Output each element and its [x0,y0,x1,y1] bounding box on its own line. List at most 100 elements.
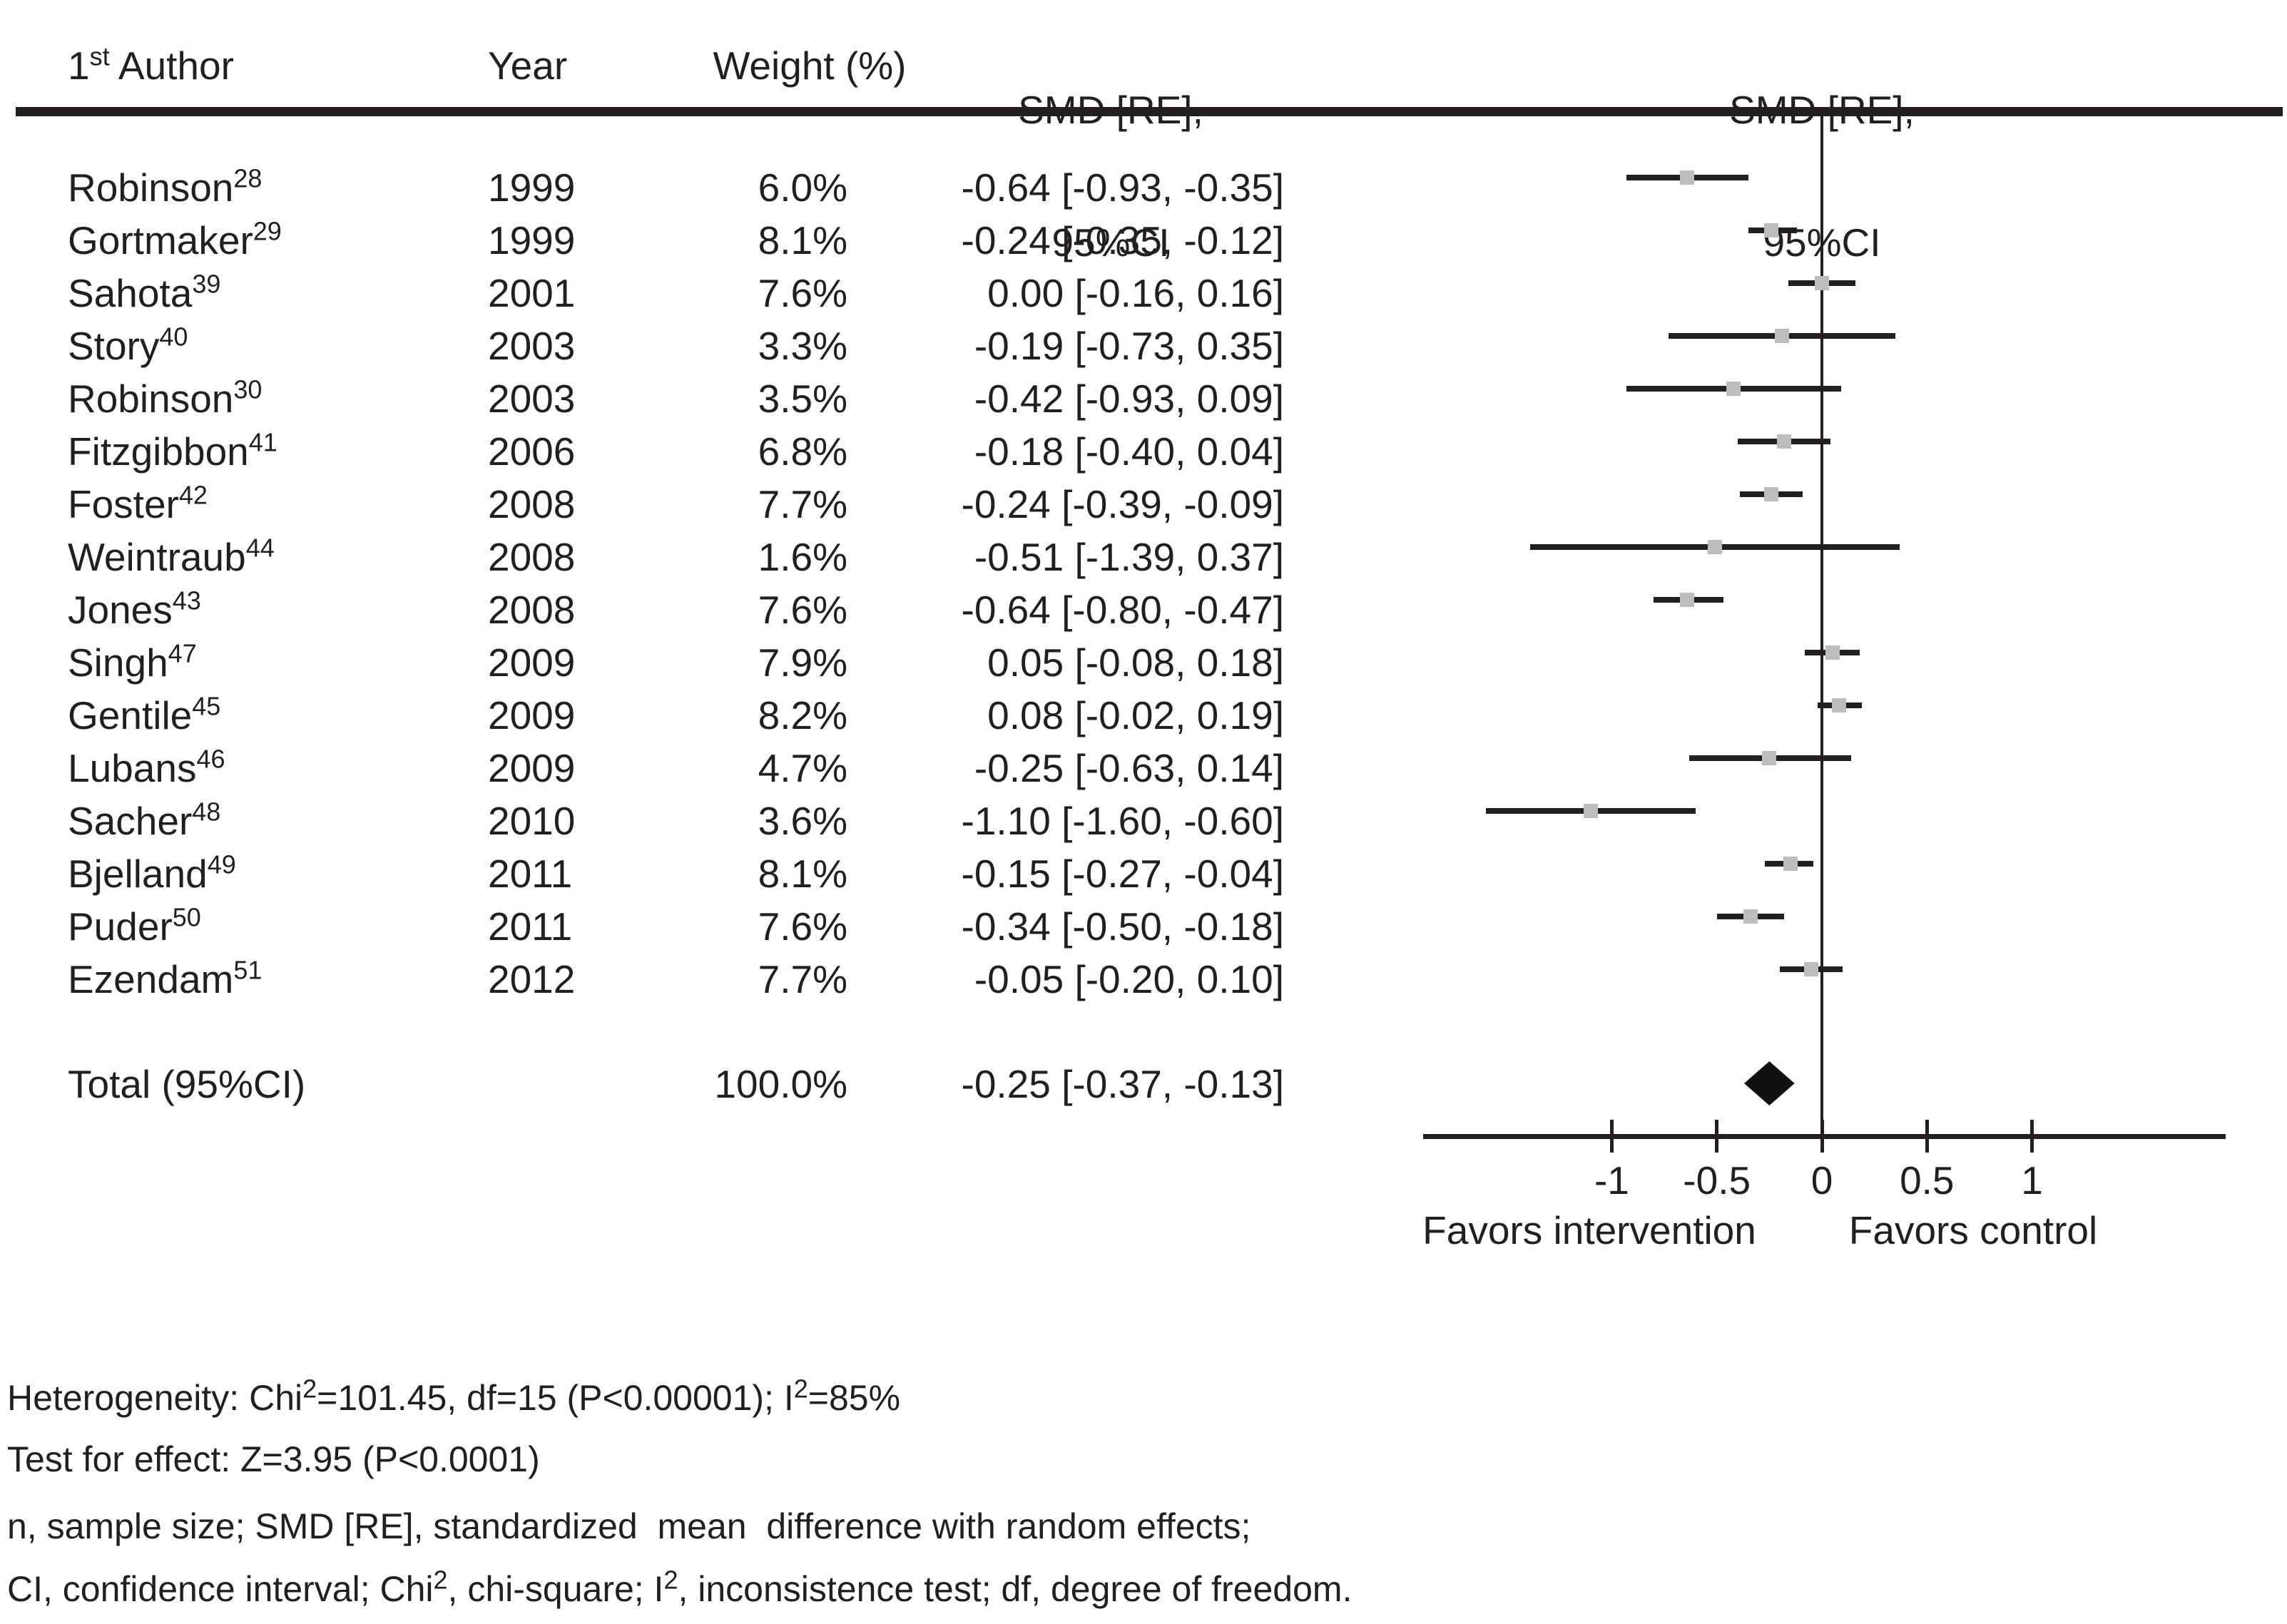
smd-cell: -0.51 [-1.39, 0.37] [974,535,1284,579]
year-cell: 2010 [488,799,576,843]
header-rule [16,107,2283,116]
weight-cell: 3.3% [758,324,847,368]
point-estimate-marker [1583,804,1598,818]
author-cell: Robinson30 [68,372,262,425]
author-cell: Foster42 [68,478,208,531]
author-cell: Robinson28 [68,161,262,214]
author-cell: Puder50 [68,900,201,953]
total-weight: 100.0% [714,1062,847,1106]
smd-cell: -0.05 [-0.20, 0.10] [974,957,1284,1001]
smd-cell: -1.10 [-1.60, -0.60] [961,799,1285,843]
x-axis-line [1423,1134,2226,1139]
weight-cell: 3.6% [758,799,847,843]
text-run: Heterogeneity: Chi [7,1378,303,1418]
weight-cell: 6.8% [758,429,847,474]
reference-superscript: 40 [159,322,188,352]
weight-cell: 1.6% [758,535,847,579]
year-cell: 2003 [488,377,576,421]
column-header-year: Year [488,44,568,88]
column-header-author: 1st Author [68,44,234,88]
point-estimate-marker [1764,223,1779,238]
reference-superscript: 49 [207,849,236,879]
footnote-test-for-effect: Test for effect: Z=3.95 (P<0.0001) [7,1439,540,1480]
text-run: n, sample size; SMD [RE], standardized m… [7,1506,1251,1546]
text-run: =85% [808,1378,901,1418]
author-cell: Sahota39 [68,267,220,320]
x-axis-tick-label: -1 [1594,1158,1629,1202]
point-estimate-marker [1815,276,1829,290]
reference-superscript: 41 [248,427,277,457]
weight-cell: 7.6% [758,904,847,949]
smd-cell: -0.24 [-0.39, -0.09] [961,482,1285,526]
author-cell: Gortmaker29 [68,214,282,267]
author-cell: Lubans46 [68,742,225,795]
author-name: Gortmaker [68,218,253,262]
point-estimate-marker [1831,698,1846,713]
point-estimate-marker [1804,962,1819,976]
author-name: Story [68,324,160,368]
smd-cell: -0.24 [-0.35, -0.12] [961,218,1285,262]
text-run: =101.45, df=15 (P<0.00001); I [317,1378,794,1418]
smd-cell: 0.00 [-0.16, 0.16] [987,271,1284,315]
year-cell: 2009 [488,693,576,737]
smd-cell: -0.19 [-0.73, 0.35] [974,324,1284,368]
weight-cell: 4.7% [758,746,847,790]
x-axis-tick [1925,1120,1929,1153]
point-estimate-marker [1743,909,1758,924]
favors-intervention-label: Favors intervention [1422,1208,1756,1252]
author-cell: Story40 [68,320,188,372]
reference-superscript: 43 [172,586,201,616]
author-name: Sacher [68,799,193,843]
text-run: 1 [68,44,90,88]
zero-reference-line [1820,116,1823,1136]
author-name: Lubans [68,746,197,790]
text-run: , chi-square; I [447,1569,664,1609]
year-cell: 2006 [488,429,576,474]
author-name: Weintraub [68,535,246,579]
superscript: st [89,41,110,71]
author-cell: Jones43 [68,583,201,636]
smd-cell: -0.15 [-0.27, -0.04] [961,852,1285,896]
reference-superscript: 44 [245,533,275,563]
reference-superscript: 45 [192,691,221,721]
year-cell: 2012 [488,957,576,1001]
smd-cell: 0.05 [-0.08, 0.18] [987,640,1284,685]
weight-cell: 7.9% [758,640,847,685]
reference-superscript: 29 [253,216,282,246]
superscript: 2 [433,1565,448,1595]
smd-cell: -0.34 [-0.50, -0.18] [961,904,1285,949]
year-cell: 2009 [488,640,576,685]
year-cell: 2008 [488,482,576,526]
point-estimate-marker [1762,751,1777,765]
year-cell: 2011 [488,852,573,896]
reference-superscript: 28 [233,163,263,193]
author-cell: Bjelland49 [68,847,236,900]
summary-diamond [1743,1061,1795,1105]
x-axis-tick-label: 0.5 [1900,1158,1955,1202]
point-estimate-marker [1680,170,1695,185]
footnote-abbreviations-1: n, sample size; SMD [RE], standardized m… [7,1506,1251,1547]
smd-cell: -0.64 [-0.93, -0.35] [961,165,1285,210]
author-name: Singh [68,640,168,685]
year-cell: 2003 [488,324,576,368]
weight-cell: 8.1% [758,218,847,262]
author-name: Robinson [68,377,234,421]
point-estimate-marker [1680,593,1695,607]
year-cell: 2008 [488,535,576,579]
author-cell: Singh47 [68,636,197,689]
reference-superscript: 42 [178,480,208,510]
footnote-abbreviations-2: CI, confidence interval; Chi2, chi-squar… [7,1565,1352,1610]
author-name: Fitzgibbon [68,429,249,474]
year-cell: 2009 [488,746,576,790]
author-cell: Fitzgibbon41 [68,425,277,478]
smd-cell: -0.18 [-0.40, 0.04] [974,429,1284,474]
author-name: Bjelland [68,852,208,896]
column-header-weight: Weight (%) [713,44,907,88]
smd-cell: 0.08 [-0.02, 0.19] [987,693,1284,737]
author-cell: Gentile45 [68,689,220,742]
smd-cell: -0.64 [-0.80, -0.47] [961,588,1285,632]
superscript: 2 [302,1374,317,1404]
reference-superscript: 46 [196,744,225,774]
smd-cell: -0.25 [-0.63, 0.14] [974,746,1284,790]
reference-superscript: 51 [233,955,263,985]
